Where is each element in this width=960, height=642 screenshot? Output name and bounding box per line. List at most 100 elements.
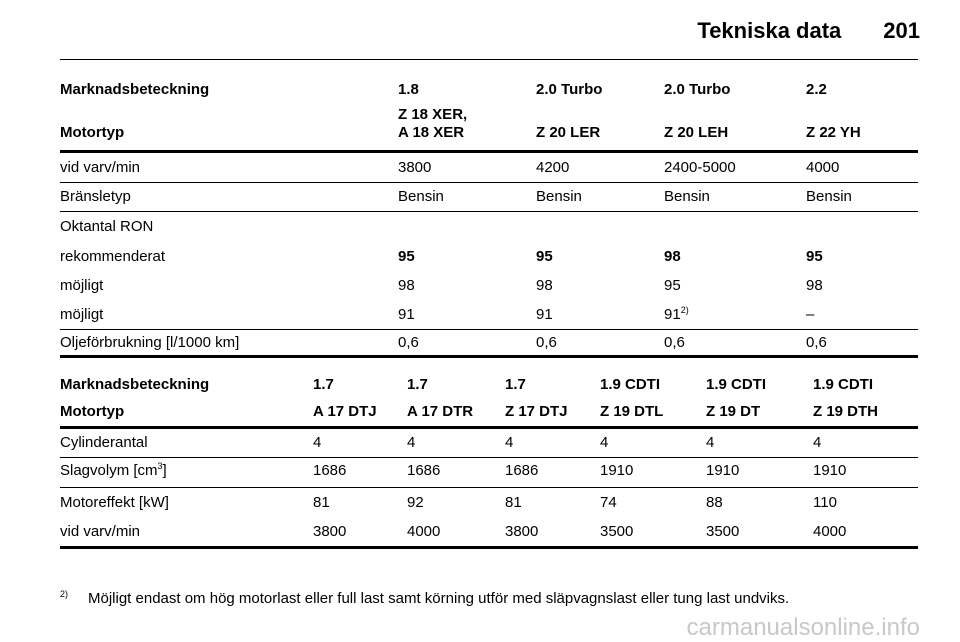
row-label: Cylinderantal (60, 434, 148, 451)
cell: Z 20 LER (536, 124, 601, 141)
cell-text: 91 (664, 306, 681, 323)
row-label: Marknadsbeteckning (60, 81, 210, 98)
cell: 4 (313, 434, 322, 451)
cell: 3500 (600, 523, 634, 540)
cell: 4000 (407, 523, 441, 540)
cell: Bensin (398, 188, 444, 205)
cell: Z 19 DTL (600, 403, 664, 420)
watermark: carmanualsonline.info (686, 614, 920, 641)
row-label: Bränsletyp (60, 188, 131, 205)
cell: 3800 (505, 523, 539, 540)
cell: 4000 (813, 523, 847, 540)
row-label: Oktantal RON (60, 218, 154, 235)
cell: Z 19 DTH (813, 403, 879, 420)
table-rule (60, 328, 918, 330)
cell: 1.7 (505, 376, 526, 393)
row-label: rekommenderat (60, 248, 166, 265)
cell: 91 (398, 306, 415, 323)
cell: 912) (664, 306, 689, 324)
cell: 98 (398, 277, 415, 294)
footnote: 2) Möjligt endast om hög motorlast eller… (60, 589, 790, 608)
cell: 110 (813, 494, 837, 511)
cell: 95 (398, 248, 415, 265)
cell-text: ] (162, 462, 167, 479)
cell: 4000 (806, 159, 840, 176)
row-label: Motortyp (60, 124, 125, 141)
cell: 98 (664, 248, 681, 265)
table-rule (60, 545, 918, 549)
cell: 3800 (313, 523, 347, 540)
cell: 4 (600, 434, 609, 451)
table-rule (60, 486, 918, 488)
cell: 1.9 CDTI (706, 376, 767, 393)
cell: 2400-5000 (664, 159, 736, 176)
row-label: Motoreffekt [kW] (60, 494, 169, 511)
footnote-text: Möjligt endast om hög motorlast eller fu… (88, 590, 790, 607)
cell: Z 22 YH (806, 124, 861, 141)
cell: 2.2 (806, 81, 827, 98)
cell: 95 (536, 248, 553, 265)
cell: 1.7 (313, 376, 334, 393)
row-label: vid varv/min (60, 523, 141, 540)
cell: A 17 DTR (407, 403, 474, 420)
row-label: Slagvolym [cm3] (60, 462, 167, 480)
cell: 4 (505, 434, 514, 451)
cell: 3500 (706, 523, 740, 540)
cell: 98 (806, 277, 823, 294)
row-label: vid varv/min (60, 159, 141, 176)
cell: – (806, 306, 815, 323)
cell: 81 (505, 494, 522, 511)
cell: 95 (806, 248, 823, 265)
cell: Z 19 DT (706, 403, 761, 420)
cell: 4 (813, 434, 822, 451)
cell: 91 (536, 306, 553, 323)
cell: 98 (536, 277, 553, 294)
cell: 1910 (706, 462, 740, 479)
header-title: Tekniska data (697, 18, 842, 43)
table-rule (60, 354, 918, 358)
cell: 1.8 (398, 81, 419, 98)
cell: 1.9 CDTI (600, 376, 661, 393)
cell: 1910 (600, 462, 634, 479)
cell: 0,6 (664, 334, 685, 351)
header: Tekniska data 201 (697, 18, 920, 44)
cell: 4 (706, 434, 715, 451)
cell: 0,6 (398, 334, 419, 351)
superscript: 3 (157, 461, 163, 471)
row-label: Oljeförbrukning [l/1000 km] (60, 334, 240, 351)
cell: 0,6 (806, 334, 827, 351)
cell: 1.7 (407, 376, 428, 393)
cell: 4 (407, 434, 416, 451)
cell: Z 18 XER, A 18 XER (398, 106, 468, 141)
cell: 1686 (313, 462, 347, 479)
row-label: möjligt (60, 277, 104, 294)
header-rule (60, 59, 918, 60)
cell: Bensin (664, 188, 710, 205)
table-rule (60, 149, 918, 153)
cell: Bensin (806, 188, 852, 205)
table-rule (60, 181, 918, 183)
cell: 3800 (398, 159, 432, 176)
table-rule (60, 456, 918, 458)
row-label: Marknadsbeteckning (60, 376, 210, 393)
cell: 1910 (813, 462, 847, 479)
cell: 95 (664, 277, 681, 294)
cell: 1.9 CDTI (813, 376, 874, 393)
page-number: 201 (883, 18, 920, 43)
cell: 1686 (505, 462, 539, 479)
cell: Z 17 DTJ (505, 403, 568, 420)
cell: 74 (600, 494, 617, 511)
cell: 0,6 (536, 334, 557, 351)
cell: 81 (313, 494, 330, 511)
cell: 2.0 Turbo (664, 81, 731, 98)
cell: 92 (407, 494, 424, 511)
cell: 4200 (536, 159, 570, 176)
row-label: möjligt (60, 306, 104, 323)
superscript: 2) (680, 305, 689, 315)
cell: 2.0 Turbo (536, 81, 603, 98)
table-rule (60, 425, 918, 429)
cell: Bensin (536, 188, 582, 205)
table-rule (60, 210, 918, 212)
cell: 1686 (407, 462, 441, 479)
